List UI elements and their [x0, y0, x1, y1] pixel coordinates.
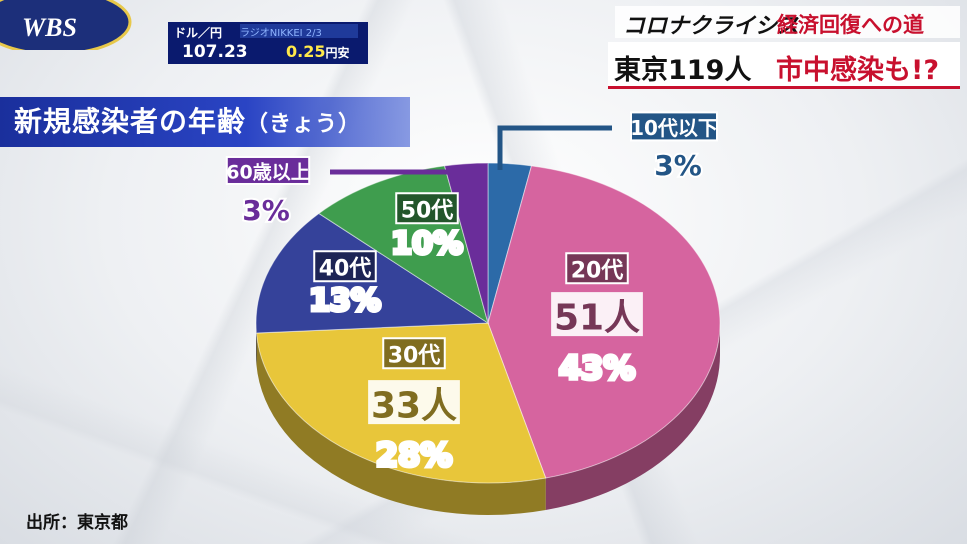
pie-pct-1: 43% [557, 347, 638, 389]
svg-text:28%: 28% [376, 436, 453, 474]
fx-value: 107.23 [182, 42, 248, 62]
svg-text:10代以下: 10代以下 [630, 116, 718, 140]
svg-text:10%: 10% [391, 227, 463, 262]
leader-line-0 [497, 125, 612, 170]
program-banner: コロナクライシス 経済回復への道 [615, 6, 960, 39]
fx-ticker: ラジオNIKKEI 2/3 [240, 24, 358, 38]
pie-pct-5: 3% [240, 192, 292, 229]
svg-text:60歳以上: 60歳以上 [226, 162, 309, 184]
pie-pct-0: 3% [652, 147, 704, 184]
svg-text:50代: 50代 [401, 199, 454, 224]
svg-text:33人: 33人 [371, 386, 457, 427]
pie-side-1 [545, 323, 720, 510]
pie-label-5: 60歳以上 [225, 155, 311, 185]
source-note: 出所：東京都 [26, 513, 128, 533]
pie-count-2: 33人 [368, 380, 460, 427]
pie-label-1: 20代 [565, 252, 629, 285]
chart-title: 新規感染者の年齢（きょう） [0, 97, 410, 147]
logo-text: WBS [22, 13, 77, 42]
pie-label-0: 10代以下 [630, 111, 718, 142]
svg-text:13%: 13% [309, 284, 381, 319]
svg-text:30代: 30代 [388, 344, 441, 369]
pie-pct-2: 28% [374, 434, 455, 476]
svg-text:40代: 40代 [319, 257, 372, 282]
fx-change-unit: 円安 [325, 46, 350, 60]
svg-text:43%: 43% [559, 349, 636, 387]
pie-pct-4: 10% [389, 225, 465, 264]
pie-slices [255, 162, 721, 484]
svg-text:3%: 3% [242, 194, 290, 227]
svg-text:51人: 51人 [554, 298, 640, 339]
chart-title-suffix: （きょう） [246, 112, 362, 137]
headline-main: 東京119人 [614, 55, 752, 86]
pie-side-2 [256, 333, 546, 515]
pie-label-3: 40代 [313, 250, 377, 283]
svg-text:20代: 20代 [571, 259, 624, 284]
pie-pct-3: 13% [307, 282, 383, 321]
fx-change: 0.25円安 [286, 42, 350, 61]
pie-label-2: 30代 [382, 337, 446, 370]
headline-box: 東京119人 市中感染も!? [608, 42, 960, 89]
pie-count-1: 51人 [551, 292, 643, 339]
leader-line-5 [330, 169, 473, 175]
program-series: コロナクライシス [623, 14, 800, 39]
chart-title-main: 新規感染者の年齢 [14, 105, 247, 138]
fx-rate-box: ドル／円 ラジオNIKKEI 2/3 107.23 0.25円安 [168, 22, 368, 64]
program-subtitle: 経済回復への道 [777, 13, 924, 37]
pie-label-4: 50代 [395, 192, 459, 225]
svg-text:3%: 3% [654, 149, 702, 182]
fx-label: ドル／円 [174, 26, 223, 40]
wbs-logo: WBS [0, 0, 132, 50]
headline-accent: 市中感染も!? [776, 55, 939, 86]
